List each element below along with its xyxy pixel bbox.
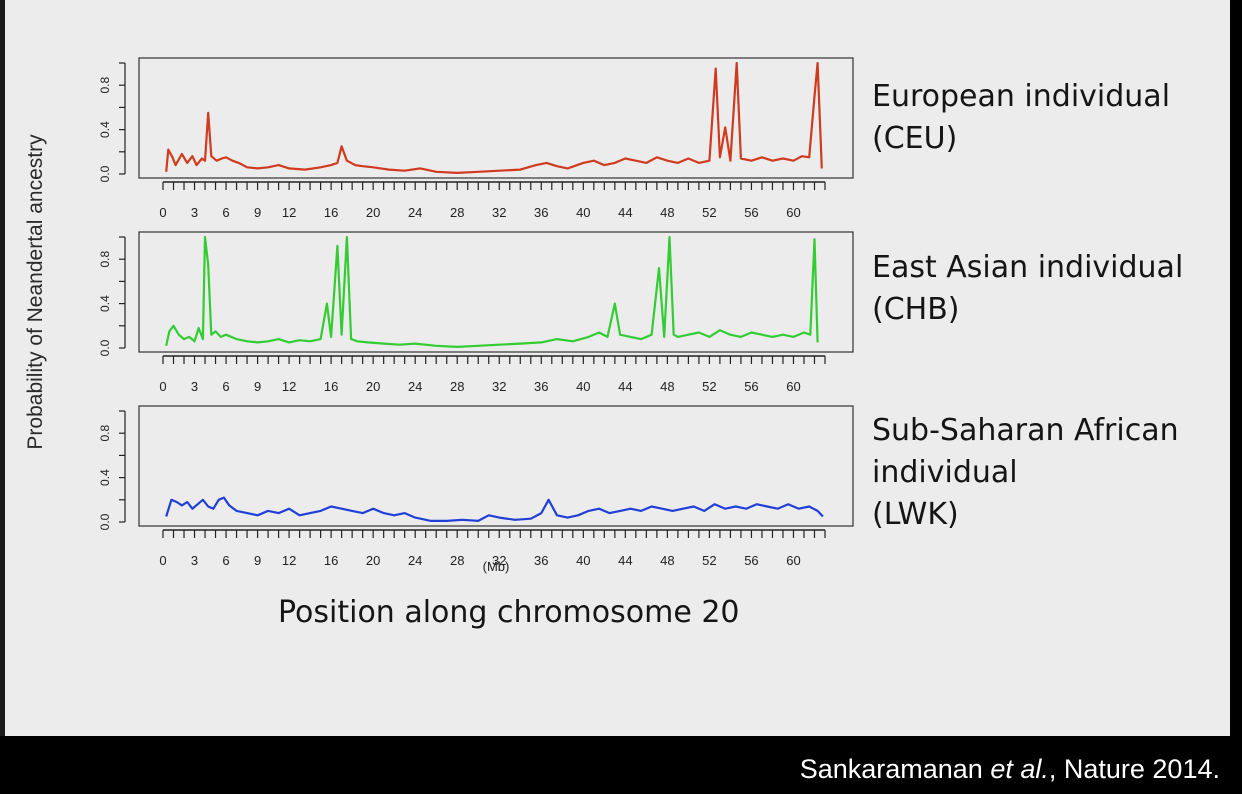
x-axis-label: Position along chromosome 20 (278, 595, 740, 630)
y-tick-label-ceu: 0.0 (98, 165, 112, 182)
x-tick-label-chb: 28 (450, 379, 464, 394)
y-tick-label-lwk: 0.0 (98, 513, 112, 530)
y-tick-label-chb: 0.8 (98, 251, 112, 268)
x-tick-label-lwk: 32 (492, 553, 506, 568)
x-tick-label-lwk: 36 (534, 553, 548, 568)
x-tick-label-ceu: 60 (786, 205, 800, 220)
x-tick-label-ceu: 0 (159, 205, 166, 220)
x-tick-label-ceu: 40 (576, 205, 590, 220)
x-tick-label-lwk: 44 (618, 553, 632, 568)
slide-edge (0, 0, 5, 736)
x-tick-label-ceu: 3 (191, 205, 198, 220)
x-tick-label-ceu: 52 (702, 205, 716, 220)
x-unit-label: (Mb) (483, 559, 510, 574)
x-tick-label-lwk: 56 (744, 553, 758, 568)
citation-authors: Sankaramanan (799, 754, 991, 784)
x-tick-label-chb: 32 (492, 379, 506, 394)
panel-title-chb: East Asian individual (CHB) (872, 250, 1184, 327)
y-axis-label: Probability of Neandertal ancestry (24, 134, 47, 450)
y-tick-label-ceu: 0.4 (98, 121, 112, 138)
x-tick-label-chb: 12 (282, 379, 296, 394)
x-tick-label-chb: 48 (660, 379, 674, 394)
x-tick-label-lwk: 60 (786, 553, 800, 568)
x-tick-label-ceu: 12 (282, 205, 296, 220)
x-tick-label-chb: 52 (702, 379, 716, 394)
x-tick-label-ceu: 56 (744, 205, 758, 220)
x-tick-label-ceu: 28 (450, 205, 464, 220)
x-tick-label-lwk: 3 (191, 553, 198, 568)
panel-title-ceu: European individual (CEU) (872, 79, 1171, 156)
x-tick-label-chb: 6 (222, 379, 229, 394)
x-tick-label-ceu: 20 (366, 205, 380, 220)
plot-frame-chb (138, 231, 854, 353)
x-tick-label-ceu: 9 (254, 205, 261, 220)
y-tick-label-lwk: 0.4 (98, 469, 112, 486)
x-tick-label-chb: 16 (324, 379, 338, 394)
slide-background (0, 0, 1230, 736)
x-tick-label-lwk: 9 (254, 553, 261, 568)
x-tick-label-chb: 0 (159, 379, 166, 394)
citation-journal: , Nature 2014. (1048, 754, 1220, 784)
x-tick-label-lwk: 24 (408, 553, 422, 568)
x-tick-label-ceu: 36 (534, 205, 548, 220)
x-tick-label-lwk: 12 (282, 553, 296, 568)
y-tick-label-lwk: 0.8 (98, 425, 112, 442)
x-tick-label-chb: 36 (534, 379, 548, 394)
plot-frame-ceu (138, 57, 854, 179)
y-tick-label-ceu: 0.8 (98, 77, 112, 94)
x-tick-label-lwk: 20 (366, 553, 380, 568)
x-tick-label-ceu: 32 (492, 205, 506, 220)
x-tick-label-chb: 40 (576, 379, 590, 394)
x-tick-label-ceu: 16 (324, 205, 338, 220)
x-tick-label-chb: 24 (408, 379, 422, 394)
data-series-lwk (165, 496, 824, 523)
x-tick-label-lwk: 48 (660, 553, 674, 568)
plot-frame-lwk (138, 405, 854, 527)
data-series-ceu (165, 61, 823, 174)
x-tick-label-ceu: 6 (222, 205, 229, 220)
x-tick-label-ceu: 44 (618, 205, 632, 220)
x-tick-label-ceu: 48 (660, 205, 674, 220)
x-tick-label-chb: 44 (618, 379, 632, 394)
citation-etal: et al. (990, 754, 1049, 784)
x-tick-label-lwk: 52 (702, 553, 716, 568)
x-tick-label-lwk: 16 (324, 553, 338, 568)
x-tick-label-chb: 60 (786, 379, 800, 394)
x-tick-label-lwk: 0 (159, 553, 166, 568)
x-tick-label-ceu: 24 (408, 205, 422, 220)
panel-title-lwk: Sub-Saharan African individual (LWK) (872, 413, 1179, 532)
x-tick-label-chb: 9 (254, 379, 261, 394)
x-tick-label-lwk: 28 (450, 553, 464, 568)
y-tick-label-chb: 0.4 (98, 295, 112, 312)
x-tick-label-lwk: 6 (222, 553, 229, 568)
x-tick-label-chb: 20 (366, 379, 380, 394)
data-series-chb (165, 235, 819, 348)
x-tick-label-lwk: 40 (576, 553, 590, 568)
citation: Sankaramanan et al., Nature 2014. (800, 754, 1220, 785)
x-tick-label-chb: 56 (744, 379, 758, 394)
x-tick-label-chb: 3 (191, 379, 198, 394)
y-tick-label-chb: 0.0 (98, 339, 112, 356)
